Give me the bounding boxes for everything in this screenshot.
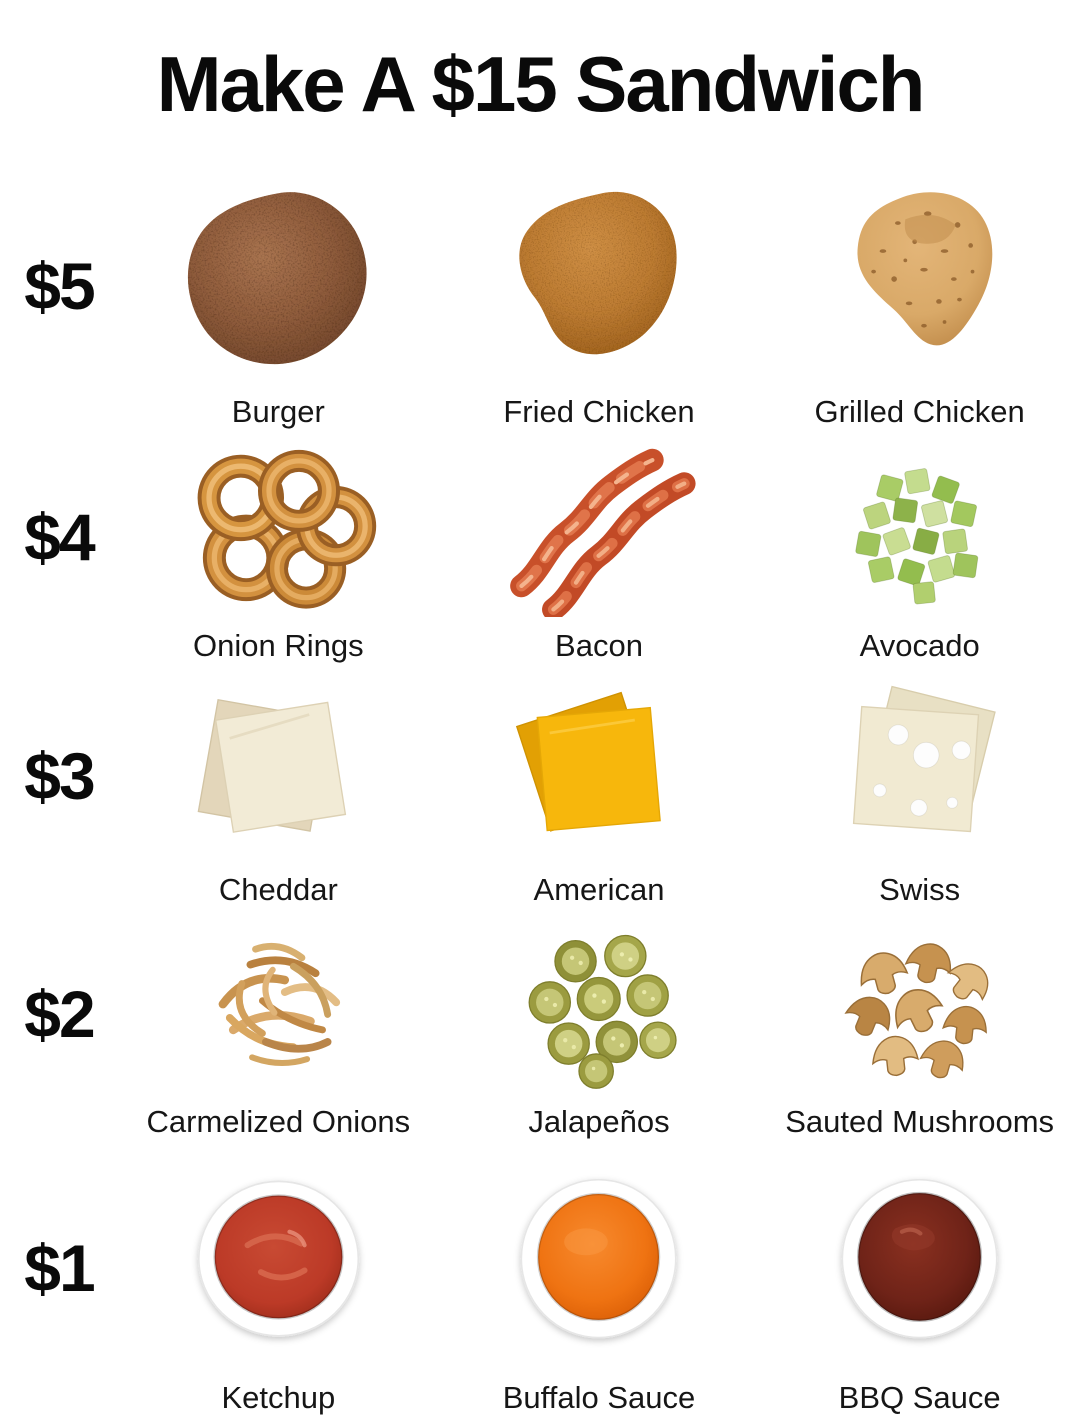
ingredient-ketchup: Ketchup [118, 1146, 439, 1422]
ingredient-label: Swiss [879, 872, 961, 908]
ingredient-grilled-chicken: Grilled Chicken [759, 168, 1080, 436]
ingredient-label: Fried Chicken [503, 394, 695, 430]
grilled-chicken-image [759, 168, 1080, 391]
ingredient-label: Buffalo Sauce [502, 1380, 696, 1416]
fried-chicken-image [439, 168, 760, 391]
sauteed-mushrooms-image [759, 914, 1080, 1101]
price-tag: $5 [24, 249, 95, 323]
price-tag: $3 [24, 739, 95, 813]
ingredient-label: Avocado [859, 628, 980, 664]
ingredient-sauteed-mushrooms: Sauted Mushrooms [759, 914, 1080, 1146]
burger-patty-image [118, 168, 439, 391]
ingredient-avocado: Avocado [759, 436, 1080, 670]
ingredient-label: Cheddar [218, 872, 338, 908]
ingredient-label: Burger [231, 394, 325, 430]
bbq-sauce-bowl-image [759, 1146, 1080, 1377]
ingredient-bacon: Bacon [439, 436, 760, 670]
ingredient-label: Jalapeños [528, 1104, 670, 1140]
ingredient-caramelized-onions: Carmelized Onions [118, 914, 439, 1146]
ingredient-cheddar: Cheddar [118, 670, 439, 914]
ingredient-label: Ketchup [221, 1380, 336, 1416]
avocado-image [759, 436, 1080, 625]
caramelized-onions-image [118, 914, 439, 1101]
price-row-1: $1 Ketchup [0, 1146, 1080, 1422]
price-row-2: $2 Carmelized Onio [0, 914, 1080, 1146]
ingredient-label: BBQ Sauce [838, 1380, 1001, 1416]
price-row-3: $3 Cheddar American [0, 670, 1080, 914]
price-row-5: $5 Bur [0, 168, 1080, 436]
ingredient-label: Carmelized Onions [146, 1104, 411, 1140]
ingredient-onion-rings: Onion Rings [118, 436, 439, 670]
ingredient-label: American [533, 872, 665, 908]
ingredient-label: Onion Rings [193, 628, 364, 664]
ingredient-american: American [439, 670, 760, 914]
buffalo-sauce-bowl-image [439, 1146, 760, 1377]
swiss-cheese-image [759, 670, 1080, 869]
american-cheese-image [439, 670, 760, 869]
ingredient-swiss: Swiss [759, 670, 1080, 914]
ingredient-jalapenos: Jalapeños [439, 914, 760, 1146]
ketchup-bowl-image [118, 1146, 439, 1377]
price-tag: $1 [24, 1231, 95, 1305]
bacon-image [439, 436, 760, 625]
ingredient-label: Sauted Mushrooms [785, 1104, 1055, 1140]
onion-rings-image [118, 436, 439, 625]
ingredient-burger: Burger [118, 168, 439, 436]
jalapenos-image [439, 914, 760, 1101]
price-tag: $2 [24, 977, 95, 1051]
ingredient-fried-chicken: Fried Chicken [439, 168, 760, 436]
page-title: Make A $15 Sandwich [156, 39, 926, 128]
ingredient-buffalo-sauce: Buffalo Sauce [439, 1146, 760, 1422]
ingredient-label: Bacon [555, 628, 643, 664]
price-row-4: $4 Onion Rings [0, 436, 1080, 670]
ingredient-label: Grilled Chicken [814, 394, 1025, 430]
cheddar-cheese-image [118, 670, 439, 869]
price-tag: $4 [24, 500, 95, 574]
ingredient-bbq-sauce: BBQ Sauce [759, 1146, 1080, 1422]
